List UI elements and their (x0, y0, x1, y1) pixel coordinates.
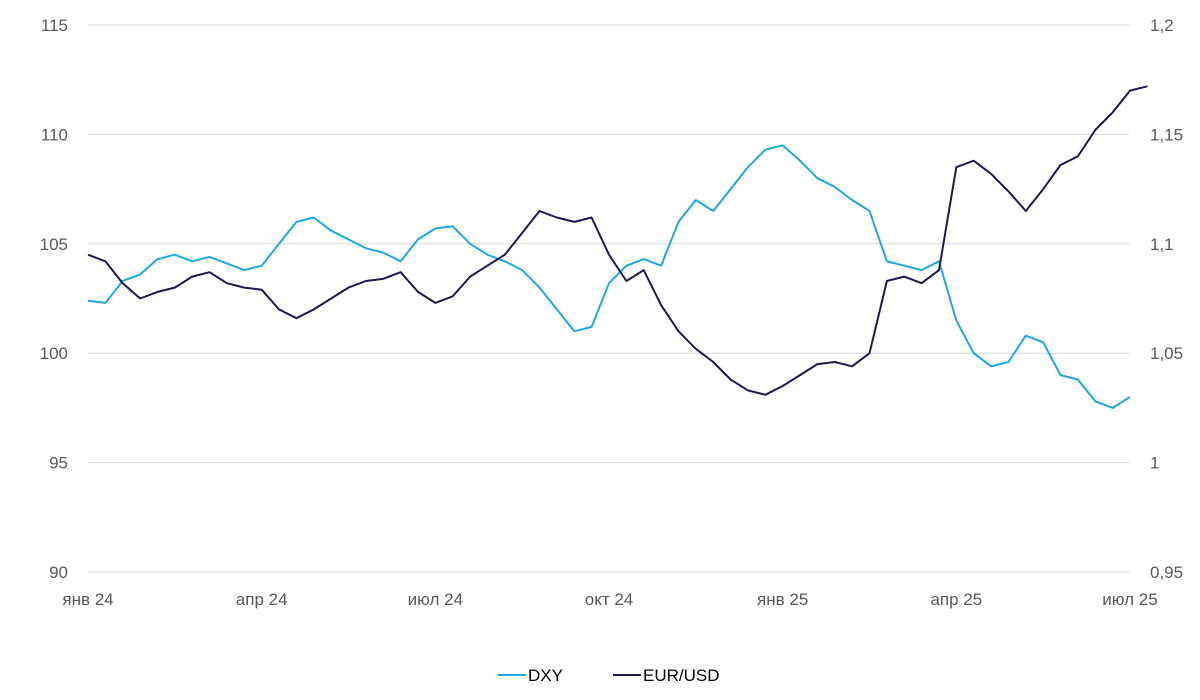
x-tick-label: янв 24 (62, 590, 113, 609)
left-y-tick-label: 115 (41, 16, 68, 35)
legend-label: DXY (528, 666, 563, 685)
x-tick-label: окт 24 (585, 590, 634, 609)
x-tick-label: апр 24 (236, 590, 288, 609)
series-line-eur-usd (87, 85, 1148, 396)
x-tick-label: апр 25 (930, 590, 982, 609)
legend-label: EUR/USD (643, 666, 720, 685)
gridlines (88, 24, 1130, 573)
right-y-tick-label: 1 (1150, 454, 1159, 473)
series-lines (87, 85, 1148, 409)
x-axis: янв 24 апр 24 июл 24 окт 24 янв 25 апр 25 июл … (62, 590, 1157, 609)
left-y-tick-label: 110 (41, 125, 68, 144)
right-y-tick-label: 0,95 (1150, 563, 1183, 582)
legend: DXY EUR/USD (498, 666, 720, 685)
left-y-tick-label: 105 (40, 235, 68, 254)
right-y-tick-label: 1,1 (1150, 235, 1174, 254)
left-y-tick-label: 100 (40, 344, 68, 363)
x-tick-label: июл 25 (1102, 590, 1157, 609)
x-tick-label: янв 25 (757, 590, 808, 609)
right-y-tick-label: 1,2 (1150, 16, 1174, 35)
left-y-tick-label: 95 (49, 454, 68, 473)
right-y-axis: 0,95 1 1,05 1,1 1,15 1,2 (1150, 16, 1183, 582)
left-y-axis: 90 95 100 105 110 115 (40, 16, 68, 582)
right-y-tick-label: 1,15 (1150, 125, 1183, 144)
right-y-tick-label: 1,05 (1150, 344, 1183, 363)
x-tick-label: июл 24 (408, 590, 463, 609)
left-y-tick-label: 90 (49, 563, 68, 582)
series-line-dxy (87, 144, 1131, 409)
